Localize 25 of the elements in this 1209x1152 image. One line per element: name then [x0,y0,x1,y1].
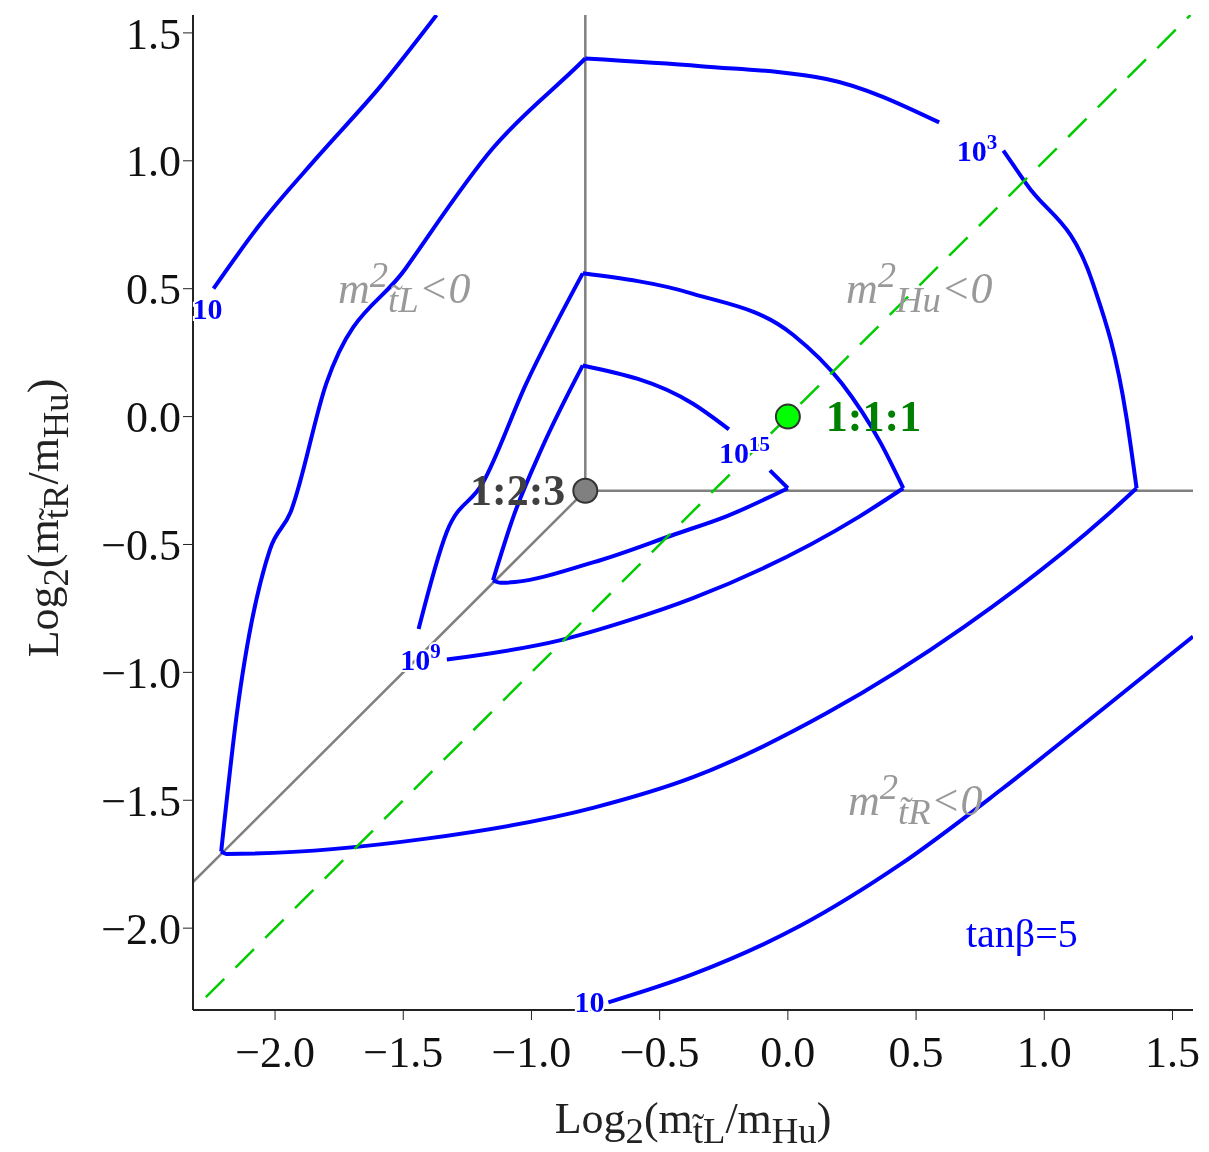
y-tick-label: 1.0 [126,137,181,187]
annotation: m$^{2}$$_{t̃L}$<0 [338,253,471,322]
annotation: m$^{2}$$_{Hu}$<0 [846,253,993,322]
annotation: m$^{2}$$_{t̃R}$<0 [848,765,983,834]
annotation: 10$^{15}$ [718,432,770,470]
x-tick-label: −1.5 [363,1028,444,1078]
x-tick-label: −2.0 [235,1028,315,1078]
y-tick-label: 0.5 [126,265,181,315]
x-tick-label: 1.0 [1016,1028,1072,1078]
x-tick-label: −0.5 [619,1028,700,1078]
x-axis-title: Log$_{2}$(m$_{t̃L}$/m$_{Hu}$) [553,1093,833,1152]
annotation: 10$^{9}$ [400,638,441,676]
annotation: tanβ=5 [966,910,1078,957]
y-tick-label: −0.5 [101,521,181,571]
x-tick-label: 1.5 [1144,1028,1200,1078]
annotation: 10 [192,291,223,325]
y-tick-label: −1.5 [101,776,181,826]
annotation: 10$^{3}$ [956,129,998,167]
x-tick-label: −1.0 [491,1028,572,1078]
y-tick-label: −2.0 [101,904,181,954]
y-tick-label: 0.0 [126,393,181,443]
x-tick-label: 0.5 [888,1028,944,1078]
x-tick-label: 0.0 [760,1028,816,1078]
y-tick-label: −1.0 [101,648,181,698]
y-tick-label: 1.5 [126,9,181,59]
